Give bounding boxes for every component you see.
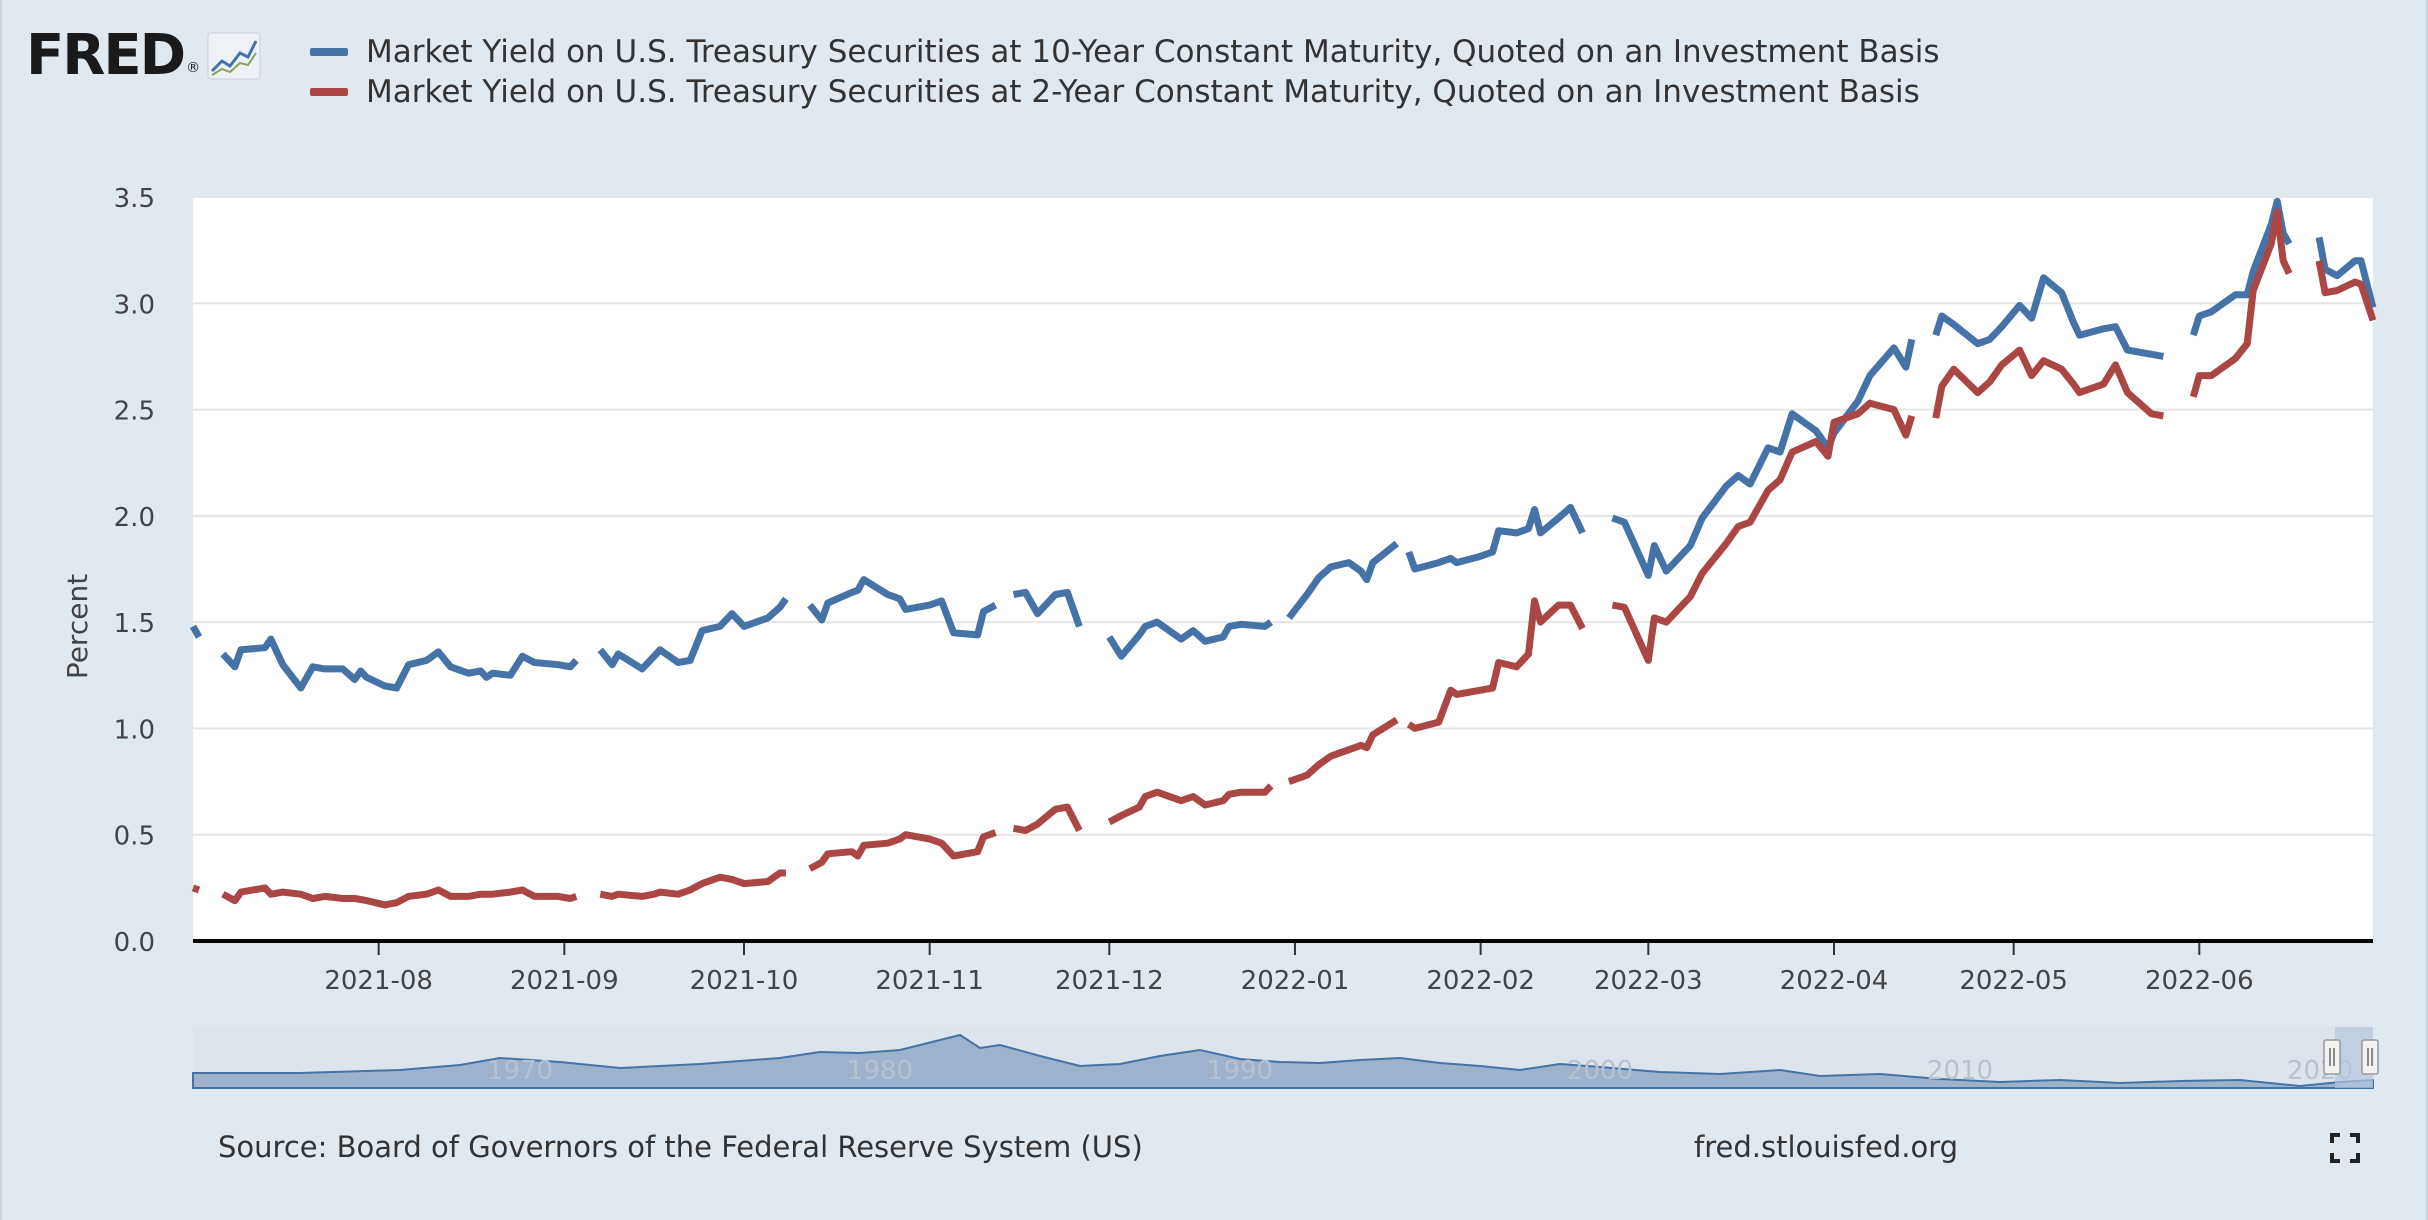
series-line-segment	[1932, 274, 2165, 360]
x-tick-label: 2021-08	[324, 966, 433, 996]
series-line-segment	[1287, 716, 1399, 785]
x-tick-labels: 2021-08 2021-09 2021-10 2021-11 2021-12 2022-…	[324, 941, 2254, 996]
source-text: Source: Board of Governors of the Federa…	[218, 1130, 1143, 1164]
legend-label-10-year: Market Yield on U.S. Treasury Securities…	[366, 34, 1940, 70]
series-line-segment	[597, 596, 789, 673]
fullscreen-icon[interactable]	[2330, 1133, 2360, 1163]
y-tick-label: 2.0	[114, 503, 155, 533]
legend-label-2-year: Market Yield on U.S. Treasury Securities…	[366, 74, 1920, 110]
y-tick-label: 0.5	[114, 822, 155, 852]
series-line-segment	[191, 884, 201, 894]
series-line-segment	[1611, 338, 1916, 579]
series-lines	[189, 197, 2377, 909]
navigator-year-label: 2010	[1927, 1056, 1993, 1086]
navigator-right-handle[interactable]	[2361, 1039, 2379, 1075]
grid-lines	[193, 196, 2373, 836]
x-tick-label: 2021-12	[1055, 966, 1164, 996]
y-tick-labels: 0.0 0.5 1.0 1.5 2.0 2.5 3.0 3.5	[114, 184, 155, 958]
navigator-left-handle[interactable]	[2323, 1039, 2341, 1075]
series-line-segment	[599, 869, 786, 900]
series-line-segment	[1286, 540, 1399, 621]
series-2-year[interactable]	[191, 208, 2377, 909]
navigator-year-label: 1990	[1207, 1056, 1273, 1086]
series-line-segment	[2315, 236, 2377, 309]
chart-legend: Market Yield on U.S. Treasury Securities…	[310, 32, 1940, 112]
series-line-segment	[1107, 783, 1274, 826]
series-line-segment	[189, 624, 203, 639]
series-line-segment	[1932, 346, 2165, 420]
navigator-series-area	[192, 1033, 2374, 1089]
legend-item-2-year[interactable]: Market Yield on U.S. Treasury Securities…	[310, 72, 1940, 112]
x-tick-label: 2022-04	[1780, 966, 1889, 996]
fred-logo[interactable]: FRED ®	[26, 26, 262, 86]
registered-mark: ®	[186, 60, 201, 76]
legend-swatch-2-year	[310, 88, 348, 96]
range-navigator[interactable]: 1970 1980 1990 2000 2010 2020	[192, 1027, 2379, 1089]
series-line-segment	[1012, 588, 1083, 628]
series-line-segment	[807, 576, 998, 639]
y-tick-label: 0.0	[114, 928, 155, 958]
navigator-year-label: 1970	[487, 1056, 553, 1086]
legend-item-10-year[interactable]: Market Yield on U.S. Treasury Securities…	[310, 32, 1940, 72]
x-tick-label: 2022-03	[1594, 966, 1703, 996]
series-line-segment	[1012, 803, 1083, 834]
series-line-segment	[2189, 208, 2293, 398]
x-tick-label: 2021-09	[510, 966, 619, 996]
navigator-year-label: 2000	[1567, 1056, 1633, 1086]
legend-swatch-10-year	[310, 48, 348, 56]
navigator-year-label: 1980	[847, 1056, 913, 1086]
x-tick-label: 2022-06	[2145, 966, 2254, 996]
series-line-segment	[1106, 618, 1274, 660]
y-tick-label: 2.5	[114, 397, 155, 427]
y-tick-label: 3.5	[114, 184, 155, 214]
site-link[interactable]: fred.stlouisfed.org	[1694, 1130, 1959, 1164]
x-tick-label: 2022-05	[1959, 966, 2068, 996]
series-line-segment	[2315, 260, 2377, 322]
series-line-segment	[1405, 503, 1586, 573]
y-tick-label: 1.5	[114, 609, 155, 639]
series-line-segment	[1611, 399, 1916, 664]
x-tick-label: 2022-02	[1426, 966, 1535, 996]
fred-logo-chart-icon	[207, 32, 261, 80]
y-tick-label: 3.0	[114, 290, 155, 320]
plot-area	[193, 197, 2373, 942]
series-line-segment	[221, 884, 578, 909]
fred-logo-text: FRED	[26, 23, 186, 88]
series-line-segment	[220, 635, 579, 692]
navigator-year-labels: 1970 1980 1990 2000 2010 2020	[487, 1056, 2353, 1086]
series-line-segment	[808, 829, 997, 872]
y-tick-label: 1.0	[114, 715, 155, 745]
line-chart: 0.00.51.01.52.02.53.03.5 2021-08 2021-09 2…	[114, 184, 2379, 1089]
x-tick-label: 2021-11	[875, 966, 984, 996]
series-line-segment	[1406, 597, 1586, 732]
x-tick-label: 2021-10	[690, 966, 799, 996]
x-tick-label: 2022-01	[1241, 966, 1350, 996]
